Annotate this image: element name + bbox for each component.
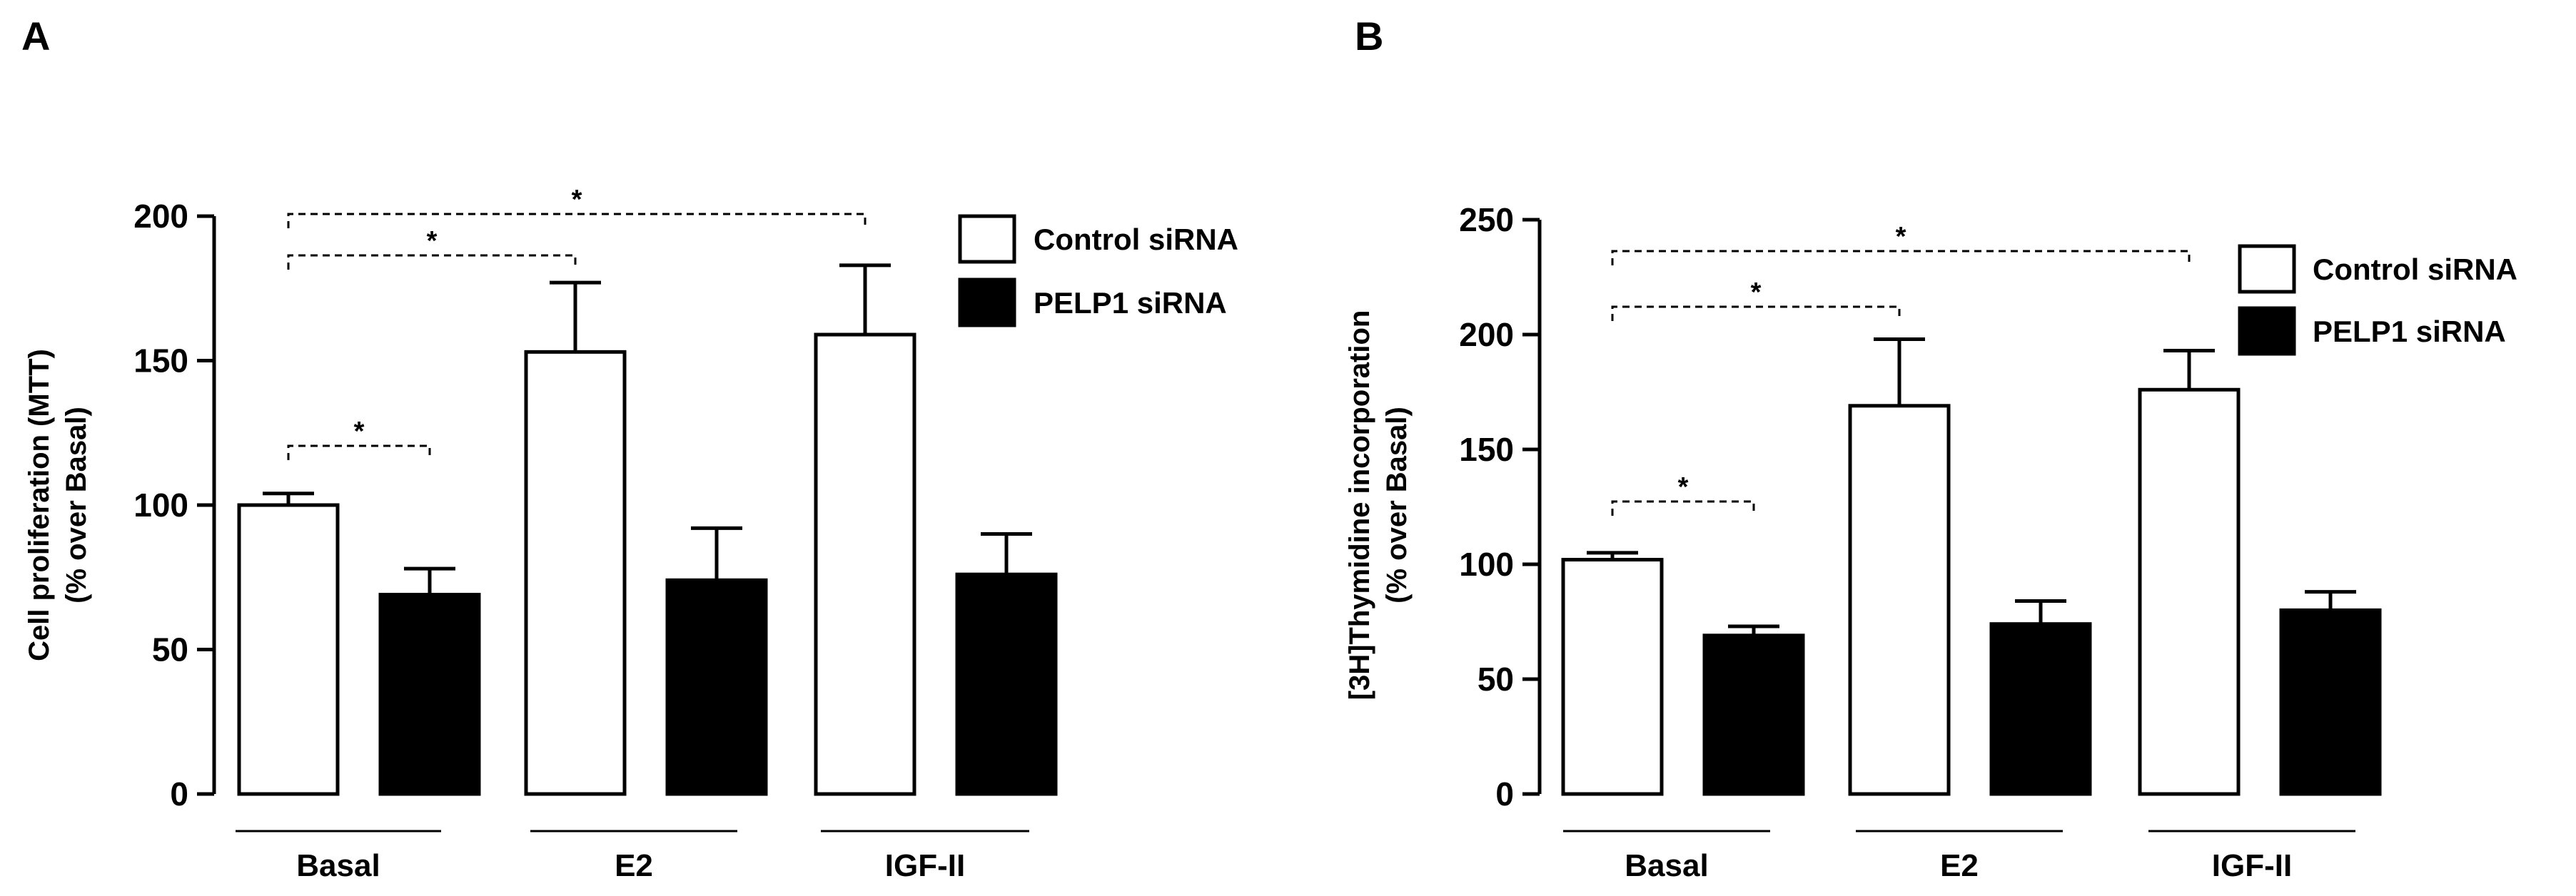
y-axis-label: [3H]Thymidine incorporation (1344, 310, 1375, 701)
bar-igf-ii-control (814, 332, 916, 796)
significance-bracket (1611, 250, 2191, 265)
y-tick-label: 100 (1459, 546, 1514, 583)
significance-star: * (1751, 278, 1762, 307)
legend-swatch (2238, 306, 2296, 356)
x-category-label: Basal (1625, 848, 1708, 883)
panel-letter: B (1355, 14, 1383, 58)
bar-e2-pelp1 (1989, 622, 2092, 796)
y-tick-label: 100 (133, 487, 188, 524)
y-tick-label: 50 (152, 631, 188, 668)
bar-e2-control (524, 350, 627, 796)
significance-star: * (354, 417, 365, 447)
significance-star: * (1678, 472, 1689, 502)
y-tick-label: 0 (170, 775, 188, 813)
significance-bracket (287, 213, 867, 228)
significance-star: * (1896, 222, 1906, 252)
legend-label: PELP1 siRNA (2313, 315, 2506, 348)
y-tick-label: 0 (1495, 775, 1514, 813)
bar-igf-ii-pelp1 (955, 572, 1058, 796)
significance-star: * (427, 226, 438, 256)
y-axis-label-2: (% over Basal) (1381, 407, 1413, 604)
significance-bracket (287, 444, 431, 460)
y-tick-label: 250 (1459, 201, 1514, 238)
x-category-label: E2 (615, 848, 653, 883)
bar-basal-control (1561, 558, 1664, 796)
bar-e2-pelp1 (665, 578, 768, 796)
legend-swatch (958, 278, 1016, 327)
significance-bracket (287, 254, 577, 270)
panel-b: B 0 50 100 150 200 250 [3H]Thymidine incorporat… (1344, 14, 2517, 883)
y-axis-label: Cell proliferation (MTT) (24, 349, 55, 661)
x-category-label: IGF-II (2212, 848, 2292, 883)
significance-star: * (572, 185, 582, 215)
x-category-label: Basal (296, 848, 380, 883)
panel-a: A 0 50 100 150 200 Cell proliferation (MTT) (% … (21, 14, 1238, 883)
y-tick-label: 200 (1459, 316, 1514, 353)
y-tick-label: 200 (133, 198, 188, 235)
x-category-label: E2 (1940, 848, 1979, 883)
y-tick-label: 50 (1478, 661, 1514, 698)
y-tick-label: 150 (1459, 431, 1514, 468)
significance-bracket (1611, 500, 1755, 516)
significance-bracket (1611, 305, 1901, 321)
bar-basal-control (237, 503, 340, 796)
y-tick-label: 150 (133, 342, 188, 380)
bar-igf-ii-pelp1 (2279, 608, 2382, 796)
legend-swatch (2238, 244, 2296, 294)
legend-swatch (958, 214, 1016, 264)
bar-basal-pelp1 (1702, 633, 1805, 796)
panel-letter: A (21, 14, 50, 58)
bar-basal-pelp1 (378, 593, 481, 796)
legend-label: Control siRNA (1034, 223, 1238, 256)
bar-e2-control (1848, 404, 1951, 796)
bar-igf-ii-control (2138, 387, 2241, 796)
legend-label: PELP1 siRNA (1034, 286, 1227, 320)
x-category-label: IGF-II (885, 848, 965, 883)
y-axis-label-2: (% over Basal) (61, 407, 92, 604)
legend-label: Control siRNA (2313, 253, 2517, 286)
